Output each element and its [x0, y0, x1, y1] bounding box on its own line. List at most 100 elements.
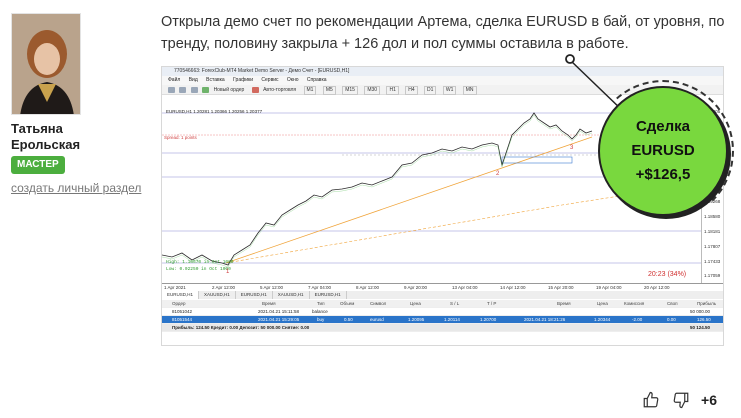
- summary-total: 50 124.50: [690, 325, 711, 330]
- timeframe-m5[interactable]: M5: [322, 86, 336, 95]
- terminal-toolbar: Новый ордер Авто-торговля M1 M5 M15 M30 …: [162, 85, 723, 95]
- timeframe-m30[interactable]: M30: [364, 86, 381, 95]
- cell-commission: -2.00: [632, 317, 643, 322]
- terminal-menu: Файл Вид Вставка Графики Сервис Окно Спр…: [162, 76, 723, 85]
- high-label: High: 1.16570 in Oct 1000: [166, 259, 234, 265]
- auto-trading-icon[interactable]: [251, 86, 259, 93]
- timeframe-h4[interactable]: H4: [405, 86, 418, 95]
- timeframe-mn[interactable]: MN: [462, 86, 477, 95]
- auto-trading-button[interactable]: Авто-торговля: [263, 87, 297, 93]
- timeframe-w1[interactable]: W1: [442, 86, 457, 95]
- callout-line-3: +$126,5: [635, 166, 691, 183]
- chart-tab[interactable]: EURUSD,H1: [236, 291, 273, 299]
- low-label: Low: 0.02250 in Oct 1000: [166, 266, 231, 272]
- new-order-icon[interactable]: [202, 86, 210, 93]
- rating-score: +6: [701, 392, 717, 408]
- menu-help[interactable]: Справка: [306, 77, 327, 83]
- menu-window[interactable]: Окно: [286, 77, 299, 83]
- cell-sl: 1.20114: [444, 317, 460, 322]
- spread-label: Spread: 1 points: [164, 135, 198, 140]
- timeframe-m15[interactable]: M15: [342, 86, 358, 95]
- wave-label-1: 1: [226, 269, 230, 275]
- callout-line-2: EURUSD: [631, 142, 695, 159]
- table-header: Ордер Время Тип Объем Символ Цена S / L …: [162, 300, 723, 308]
- new-chart-icon[interactable]: [168, 86, 175, 93]
- timeframe-m1[interactable]: M1: [303, 86, 317, 95]
- price-tick: 1.18580: [704, 214, 721, 219]
- chart-tab[interactable]: XAUUSD,H1: [199, 291, 236, 299]
- reactions: +6: [641, 390, 717, 410]
- table-row[interactable]: 81051042 2021.04.21 15:11:58 balance 50 …: [162, 308, 723, 316]
- wave-label-3: 3: [570, 145, 574, 151]
- cell-symbol: eurusd: [370, 317, 384, 322]
- menu-file[interactable]: Файл: [168, 77, 181, 83]
- col-tp[interactable]: T / P: [487, 301, 497, 306]
- col-sl[interactable]: S / L: [450, 301, 460, 306]
- post-text: Открыла демо счет по рекомендации Артема…: [161, 14, 725, 52]
- menu-view[interactable]: Вид: [188, 77, 198, 83]
- author-avatar[interactable]: [11, 13, 81, 115]
- date-tick: 2 Apr 12:00: [212, 285, 236, 290]
- date-tick: 19 Apr 04:00: [596, 285, 622, 290]
- profiles-icon[interactable]: [179, 86, 187, 93]
- cell-order: 81051042: [172, 309, 193, 314]
- cell-volume: 0.50: [344, 317, 353, 322]
- menu-charts[interactable]: Графики: [233, 77, 253, 83]
- price-tick: 1.18181: [704, 229, 721, 234]
- col-commission[interactable]: Комиссия: [624, 301, 645, 306]
- col-profit[interactable]: Прибыль: [697, 301, 717, 306]
- date-tick: 1 Apr 2021: [164, 285, 186, 290]
- col-order[interactable]: Ордер: [172, 301, 186, 306]
- chart-tab[interactable]: EURUSD,H1: [310, 291, 347, 299]
- cell-tp: 1.20700: [480, 317, 497, 322]
- date-tick: 20 Apr 12:00: [644, 285, 670, 290]
- market-watch-icon[interactable]: [190, 86, 198, 93]
- cell-type: buy: [317, 317, 325, 322]
- callout-bubble: Сделка EURUSD +$126,5: [598, 86, 728, 216]
- col-swap[interactable]: Своп: [667, 301, 678, 306]
- table-row[interactable]: 81051544 2021.04.21 15:29:05 buy 0.50 eu…: [162, 316, 723, 324]
- new-order-button[interactable]: Новый ордер: [213, 87, 245, 93]
- menu-insert[interactable]: Вставка: [206, 77, 225, 83]
- date-tick: 9 Apr 20:00: [404, 285, 428, 290]
- cell-close-price: 1.20344: [594, 317, 611, 322]
- cell-price: 1.20095: [408, 317, 425, 322]
- chart-tab[interactable]: EURUSD,H1: [162, 291, 200, 299]
- date-tick: 7 Apr 04:00: [308, 285, 332, 290]
- price-tick: 1.17059: [704, 273, 721, 278]
- col-close-price[interactable]: Цена: [597, 301, 608, 306]
- date-tick: 13 Apr 04:00: [452, 285, 478, 290]
- author-badge: МАСТЕР: [11, 156, 65, 174]
- create-section-link[interactable]: создать личный раздел: [11, 181, 142, 195]
- author-name[interactable]: Татьяна Ерольская: [11, 121, 81, 152]
- col-symbol[interactable]: Символ: [370, 301, 387, 306]
- menu-tools[interactable]: Сервис: [261, 77, 279, 83]
- date-tick: 8 Apr 12:00: [356, 285, 380, 290]
- cell-profit: 126.50: [697, 317, 711, 322]
- cell-time: 2021.04.21 15:11:58: [258, 309, 299, 314]
- callout-line-1: Сделка: [635, 118, 691, 135]
- col-close-time[interactable]: Время: [557, 301, 571, 306]
- thumbs-up-icon[interactable]: [641, 390, 661, 410]
- timer-label: 20:23 (34%): [648, 271, 686, 278]
- timeframe-h1[interactable]: H1: [386, 86, 399, 95]
- cell-type: balance: [312, 309, 328, 314]
- chart-tab[interactable]: XAUUSD,H1: [273, 291, 310, 299]
- chart-symbol-info: EURUSD,H1 1.20281 1.20366 1.20256 1.2037…: [166, 109, 263, 114]
- date-axis: 1 Apr 2021 2 Apr 12:00 5 Apr 12:00 7 Apr…: [162, 283, 723, 291]
- date-tick: 5 Apr 12:00: [260, 285, 284, 290]
- callout-ring: [592, 80, 734, 222]
- col-time[interactable]: Время: [262, 301, 276, 306]
- col-type[interactable]: Тип: [317, 301, 325, 306]
- thumbs-down-icon[interactable]: [671, 390, 691, 410]
- table-summary-row: Прибыль: 124.50 Кредит: 0.00 Депозит: 50…: [162, 324, 723, 332]
- cell-time: 2021.04.21 15:29:05: [258, 317, 300, 322]
- cell-profit: 50 000.00: [690, 309, 711, 314]
- col-volume[interactable]: Объем: [340, 301, 355, 306]
- timeframe-d1[interactable]: D1: [424, 86, 437, 95]
- orders-table: Ордер Время Тип Объем Символ Цена S / L …: [162, 300, 723, 332]
- price-tick: 1.17433: [704, 259, 721, 264]
- col-price[interactable]: Цена: [410, 301, 421, 306]
- chart-tabs: EURUSD,H1 XAUUSD,H1 EURUSD,H1 XAUUSD,H1 EURU…: [162, 291, 723, 299]
- date-tick: 15 Apr 20:00: [548, 285, 574, 290]
